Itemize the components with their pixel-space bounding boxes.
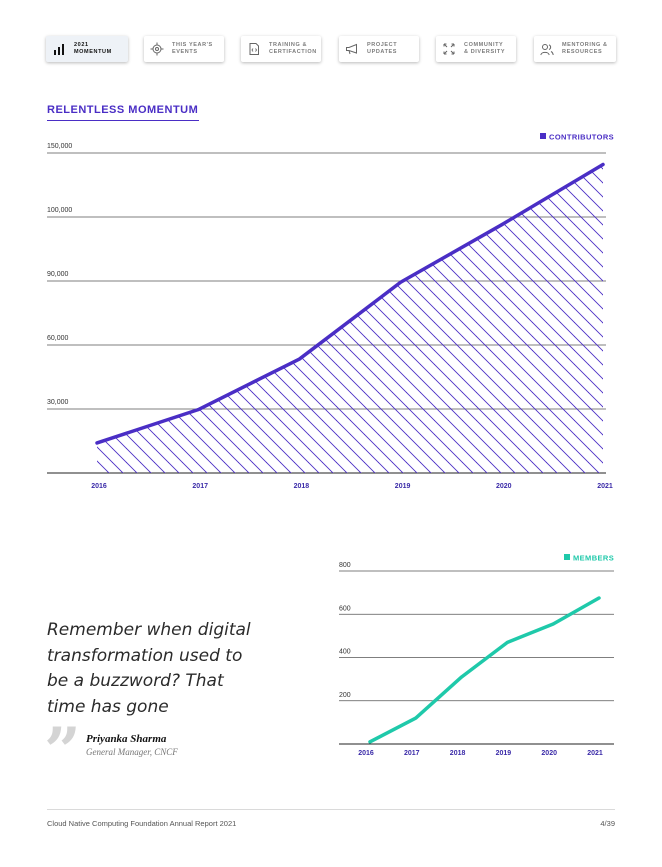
x-tick-label: 2016	[358, 750, 374, 757]
y-tick-label: 200	[339, 692, 351, 699]
legend-label: MEMBERS	[573, 554, 614, 563]
x-tick-label: 2016	[91, 483, 107, 490]
y-tick-label: 30,000	[47, 399, 69, 406]
data-point	[601, 163, 605, 167]
tab-project-updates[interactable]: PROJECT UPDATES	[339, 36, 419, 62]
data-point	[368, 740, 372, 744]
y-tick-label: 150,000	[47, 143, 72, 150]
y-tick-label: 100,000	[47, 207, 72, 214]
data-point	[399, 280, 403, 284]
legend-swatch	[564, 554, 570, 560]
tab-training-certification[interactable]: TRAINING & CERTIFACTION	[241, 36, 321, 62]
x-tick-label: 2018	[450, 750, 466, 757]
data-point	[597, 596, 601, 600]
x-tick-label: 2017	[404, 750, 420, 757]
people-icon	[540, 44, 554, 56]
tab-label: MENTORING & RESOURCES	[562, 41, 608, 56]
data-point	[551, 622, 555, 626]
target-icon	[150, 42, 164, 56]
x-tick-label: 2021	[587, 750, 603, 757]
x-tick-label: 2019	[496, 750, 512, 757]
heading-underline	[47, 120, 199, 121]
y-tick-label: 800	[339, 562, 351, 569]
data-point	[297, 357, 301, 361]
tab-community-diversity[interactable]: COMMUNITY & DIVERSITY	[436, 36, 516, 62]
tab-label: THIS YEAR'S EVENTS	[172, 41, 213, 56]
x-tick-label: 2020	[496, 483, 512, 490]
contributors-line	[95, 162, 605, 445]
x-tick-label: 2019	[395, 483, 411, 490]
y-tick-label: 60,000	[47, 335, 69, 342]
tab-label: COMMUNITY & DIVERSITY	[464, 41, 506, 56]
data-point	[95, 441, 99, 445]
data-point	[414, 716, 418, 720]
quote-author-title: General Manager, CNCF	[86, 747, 178, 757]
data-point	[500, 223, 504, 227]
tab-label: 2021 MOMENTUM	[74, 41, 112, 56]
data-point	[460, 675, 464, 679]
x-tick-label: 2017	[192, 483, 208, 490]
page-number: 4/39	[600, 819, 615, 828]
tab-mentoring-resources[interactable]: MENTORING & RESOURCES	[534, 36, 616, 62]
bar-chart-icon	[54, 44, 64, 55]
data-point	[196, 408, 200, 412]
members-chart: 200 400 600 800 2016 2017 2018 2019 2020 2021 MEMB…	[339, 554, 614, 757]
arrows-icon	[443, 43, 455, 55]
quote-mark-icon: ”	[44, 714, 81, 789]
legend-label: CONTRIBUTORS	[549, 133, 614, 142]
data-point	[505, 640, 509, 644]
y-tick-label: 90,000	[47, 271, 69, 278]
legend-swatch	[540, 133, 546, 139]
tab-this-years-events[interactable]: THIS YEAR'S EVENTS	[144, 36, 224, 62]
contributors-area	[97, 164, 603, 473]
section-heading: RELENTLESS MOMENTUM	[47, 104, 199, 116]
x-tick-label: 2020	[541, 750, 557, 757]
quote-author: Priyanka Sharma	[86, 733, 167, 745]
footer-divider	[47, 809, 615, 810]
x-tick-label: 2021	[597, 483, 613, 490]
x-tick-label: 2018	[294, 483, 310, 490]
certificate-icon	[249, 43, 259, 55]
section-nav: 2021 MOMENTUM THIS YEAR'S EVENTS TRAININ…	[46, 36, 616, 62]
tab-2021-momentum[interactable]: 2021 MOMENTUM	[46, 36, 128, 62]
contributors-chart: 30,000 60,000 90,000 100,000 150,000 2016 2017…	[47, 133, 614, 490]
pull-quote: Remember when digital transformation use…	[47, 620, 251, 717]
tab-label: TRAINING & CERTIFACTION	[269, 41, 317, 56]
y-tick-label: 400	[339, 649, 351, 656]
tab-label: PROJECT UPDATES	[367, 41, 398, 56]
footer-title: Cloud Native Computing Foundation Annual…	[47, 819, 237, 828]
members-line	[368, 596, 601, 744]
y-tick-label: 600	[339, 605, 351, 612]
megaphone-icon	[346, 43, 357, 55]
